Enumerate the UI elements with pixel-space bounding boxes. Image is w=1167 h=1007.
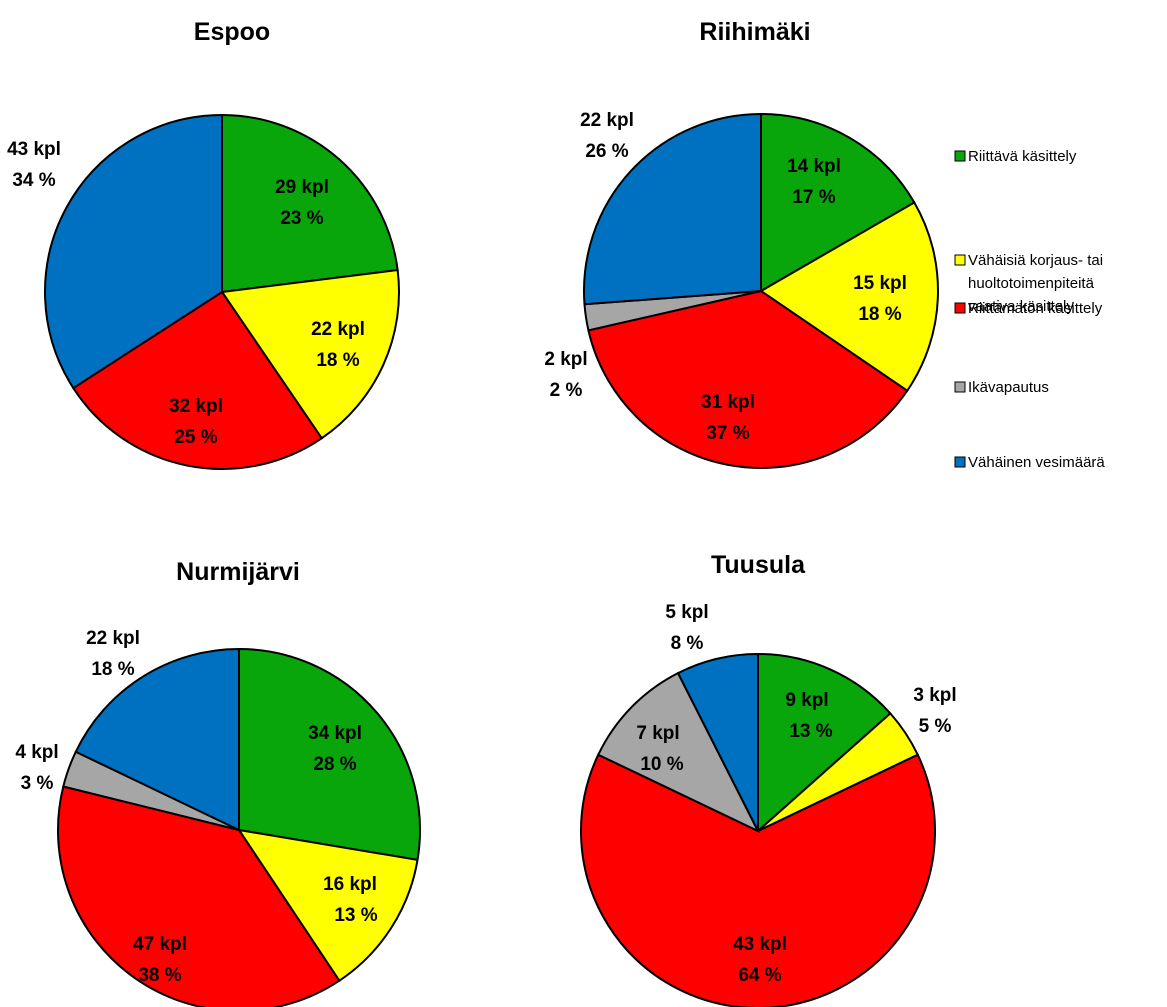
pie-slice-nurmijarvi-vahainen (74, 647, 240, 832)
data-label-espoo-vahainen-count: 43 kpl (7, 139, 61, 160)
pie-nurmijarvi (56, 647, 421, 1007)
data-label-riihimaki-vahainen-pct: 26 % (585, 141, 628, 162)
data-label-nurmijarvi-vahaisia-count: 16 kpl (323, 874, 377, 895)
pie-slice-espoo-vahainen (44, 113, 223, 390)
pie-slice-espoo-riittava (221, 113, 399, 294)
legend-label-vahainen: Vähäinen vesimäärä (968, 454, 1105, 471)
data-label-nurmijarvi-vahaisia-pct: 13 % (334, 905, 377, 926)
data-label-tuusula-riittamaton-pct: 64 % (738, 965, 781, 986)
pie-slice-tuusula-riittava (757, 652, 892, 834)
data-label-riihimaki-vahainen-count: 22 kpl (580, 110, 634, 131)
data-label-riihimaki-ikavapautus-count: 2 kpl (544, 349, 587, 370)
data-label-tuusula-riittava-pct: 13 % (789, 721, 832, 742)
pie-slice-nurmijarvi-riittava (238, 647, 421, 862)
data-label-tuusula-riittamaton-count: 43 kpl (733, 934, 787, 955)
data-label-nurmijarvi-riittava-pct: 28 % (313, 754, 356, 775)
data-label-tuusula-ikavapautus-pct: 10 % (640, 754, 683, 775)
data-label-riihimaki-riittamaton-pct: 37 % (706, 423, 749, 444)
data-label-espoo-vahainen-pct: 34 % (12, 170, 55, 191)
data-label-riihimaki-ikavapautus-pct: 2 % (550, 380, 583, 401)
pie-tuusula (580, 652, 936, 1007)
pie-espoo (44, 113, 401, 470)
pie-slice-tuusula-riittamaton (580, 753, 936, 1007)
data-label-nurmijarvi-riittamaton-count: 47 kpl (133, 934, 187, 955)
data-label-nurmijarvi-ikavapautus-pct: 3 % (21, 773, 54, 794)
data-label-riihimaki-riittava-pct: 17 % (792, 187, 835, 208)
pie-slice-nurmijarvi-vahaisia (236, 828, 419, 983)
legend-swatch-ikavapautus (954, 381, 966, 393)
data-label-riihimaki-vahaisia-count: 15 kpl (853, 273, 907, 294)
legend-label-vahaisia-line1: Vähäisiä korjaus- tai (968, 252, 1103, 269)
legend-label-riittava: Riittävä käsittely (968, 148, 1077, 165)
data-label-tuusula-vahaisia-count: 3 kpl (913, 685, 956, 706)
legend: Riittävä käsittely Vähäisiä korjaus- tai… (954, 148, 1105, 471)
data-label-espoo-riittava-pct: 23 % (280, 208, 323, 229)
legend-item-riittava: Riittävä käsittely (954, 148, 1077, 165)
pie-slice-riihimaki-vahaisia (759, 201, 939, 393)
data-label-espoo-riittamaton-pct: 25 % (174, 427, 217, 448)
data-label-nurmijarvi-riittamaton-pct: 38 % (138, 965, 181, 986)
legend-label-vahaisia-line3: vaativa käsittely (968, 298, 1074, 315)
data-label-nurmijarvi-vahainen-count: 22 kpl (86, 628, 140, 649)
data-label-riihimaki-vahaisia-pct: 18 % (858, 304, 901, 325)
pie-slice-nurmijarvi-riittamaton (56, 785, 341, 1007)
legend-item-riittamaton: Riittämätön käsittely (954, 300, 1103, 317)
pie-title-nurmijarvi: Nurmijärvi (176, 558, 300, 586)
data-label-riihimaki-riittamaton-count: 31 kpl (701, 392, 755, 413)
legend-item-vahaisia: Vähäisiä korjaus- tai huoltotoimenpiteit… (954, 252, 1103, 315)
data-label-tuusula-riittava-count: 9 kpl (785, 690, 828, 711)
pie-title-espoo: Espoo (194, 18, 270, 46)
legend-swatch-vahainen (954, 456, 966, 468)
pie-slice-espoo-riittamaton (71, 290, 324, 470)
data-label-riihimaki-riittava-count: 14 kpl (787, 156, 841, 177)
data-label-tuusula-ikavapautus-count: 7 kpl (636, 723, 679, 744)
legend-label-ikavapautus: Ikävapautus (968, 379, 1049, 396)
pie-title-tuusula: Tuusula (711, 551, 806, 579)
legend-item-ikavapautus: Ikävapautus (954, 379, 1049, 396)
data-label-nurmijarvi-riittava-count: 34 kpl (308, 723, 362, 744)
pie-slice-tuusula-vahainen (676, 652, 759, 832)
legend-swatch-riittava (954, 150, 966, 162)
legend-label-vahaisia-line2: huoltotoimenpiteitä (968, 275, 1095, 292)
pie-riihimaki (583, 112, 939, 469)
data-label-nurmijarvi-vahainen-pct: 18 % (91, 659, 134, 680)
data-label-espoo-riittamaton-count: 32 kpl (169, 396, 223, 417)
legend-label-riittamaton: Riittämätön käsittely (968, 300, 1103, 317)
data-label-tuusula-vahaisia-pct: 5 % (919, 716, 952, 737)
legend-swatch-riittamaton (954, 302, 966, 314)
data-label-espoo-vahaisia-count: 22 kpl (311, 319, 365, 340)
pie-slice-riihimaki-vahainen (583, 112, 762, 306)
legend-swatch-vahaisia (954, 254, 966, 266)
data-label-espoo-riittava-count: 29 kpl (275, 177, 329, 198)
data-label-tuusula-vahainen-pct: 8 % (671, 633, 704, 654)
data-label-espoo-vahaisia-pct: 18 % (316, 350, 359, 371)
data-label-tuusula-vahainen-count: 5 kpl (665, 602, 708, 623)
data-label-nurmijarvi-ikavapautus-count: 4 kpl (15, 742, 58, 763)
legend-item-vahainen: Vähäinen vesimäärä (954, 454, 1105, 471)
pie-slice-tuusula-ikavapautus (596, 671, 761, 834)
pie-slice-riihimaki-riittamaton (587, 289, 909, 469)
pie-title-riihimaki: Riihimäki (699, 18, 810, 46)
pie-slice-riihimaki-riittava (760, 112, 916, 293)
pie-slice-espoo-vahaisia (220, 268, 401, 440)
